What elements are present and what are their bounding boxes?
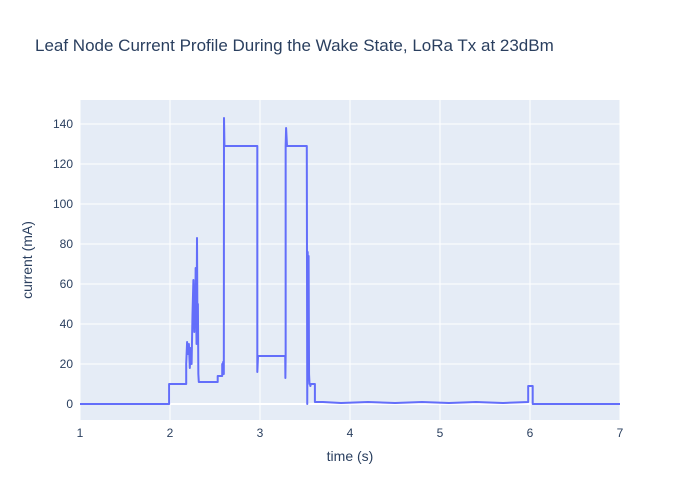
y-tick-label: 20 <box>60 357 74 371</box>
series-layer <box>80 117 620 405</box>
chart-title: Leaf Node Current Profile During the Wak… <box>35 36 554 55</box>
y-axis-label: current (mA) <box>19 221 35 299</box>
y-tick-label: 140 <box>53 117 73 131</box>
series-line[interactable] <box>80 117 620 405</box>
x-tick-label: 2 <box>167 426 174 440</box>
x-axis-label: time (s) <box>327 448 374 464</box>
x-tick-label: 3 <box>257 426 264 440</box>
x-tick-label: 5 <box>437 426 444 440</box>
y-tick-label: 100 <box>53 197 73 211</box>
x-tick-label: 7 <box>617 426 624 440</box>
y-tick-label: 60 <box>60 277 74 291</box>
y-tick-label: 0 <box>66 397 73 411</box>
y-tick-label: 40 <box>60 317 74 331</box>
y-axis: 0 20 40 60 80 100 120 140 <box>53 117 73 411</box>
x-tick-label: 6 <box>527 426 534 440</box>
x-tick-label: 4 <box>347 426 354 440</box>
y-tick-label: 80 <box>60 237 74 251</box>
x-axis: 1 2 3 4 5 6 7 <box>77 426 624 440</box>
x-tick-label: 1 <box>77 426 84 440</box>
y-tick-label: 120 <box>53 157 73 171</box>
